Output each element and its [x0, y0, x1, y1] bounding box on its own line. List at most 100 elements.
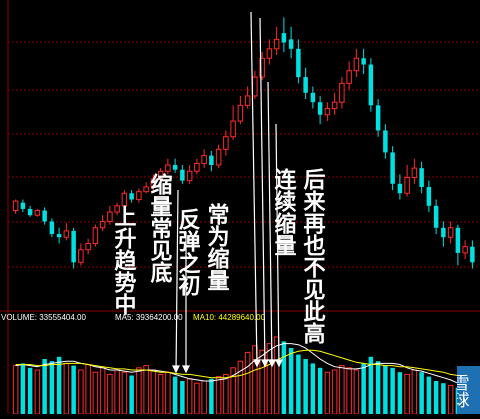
volume-bar-down — [296, 354, 301, 414]
candle-body-up — [215, 148, 222, 166]
volume-bar-up — [331, 369, 338, 414]
candle-body-up — [237, 104, 244, 122]
annotation-often-shrinking: 常为缩量 — [205, 202, 230, 291]
candle-body-up — [259, 57, 265, 78]
candle-body-up — [346, 70, 352, 84]
volume-bar-up — [237, 360, 244, 414]
candle-body-down — [129, 193, 134, 200]
candle-body-up — [92, 227, 99, 244]
candle-body-down — [455, 227, 461, 253]
volume-bar-down — [209, 378, 214, 414]
volume-bar-down — [180, 381, 185, 414]
annotation-arrow — [267, 81, 273, 367]
candle-body-down — [42, 210, 47, 222]
volume-legend: VOLUME: 33555404.00 MA5: 39364200.00 MA1… — [1, 313, 266, 322]
volume-bar-up — [186, 378, 193, 414]
candle-body-up — [244, 95, 251, 106]
candle-body-up — [186, 170, 193, 182]
volume-bar-up — [63, 362, 70, 414]
candle-body-up — [78, 249, 84, 263]
annotation-never-again-high: 后来再也不见此高 — [301, 168, 327, 344]
candle-body-up — [85, 242, 91, 251]
volume-label: VOLUME: 33555404.00 — [1, 313, 86, 322]
volume-bar-down — [441, 383, 446, 414]
candle-body-down — [56, 234, 62, 238]
candle-body-up — [194, 162, 200, 172]
candle-body-down — [397, 183, 403, 194]
candle-body-down — [20, 202, 26, 209]
volume-bar-up — [12, 365, 19, 414]
candle-body-up — [411, 167, 418, 179]
volume-bar-up — [107, 373, 113, 414]
candle-body-down — [426, 186, 432, 206]
volume-bar-down — [390, 367, 395, 414]
ma10-line — [15, 349, 473, 381]
volume-bar-up — [143, 365, 149, 414]
candle-body-down — [288, 39, 294, 49]
candle-body-up — [157, 170, 164, 180]
volume-bar-up — [114, 369, 120, 414]
volume-bar-down — [288, 348, 294, 414]
volume-bar-up — [324, 371, 331, 414]
candle-body-up — [107, 211, 113, 223]
annotation-arrow-head — [268, 359, 276, 368]
candle-body-down — [71, 230, 76, 263]
annotation-arrow-head — [172, 365, 180, 374]
volume-bar-down — [368, 356, 374, 414]
candle-body-up — [201, 155, 207, 164]
candle-body-up — [230, 120, 236, 138]
volume-bar-up — [157, 373, 164, 414]
volume-bar-up — [78, 369, 84, 414]
candle-body-up — [114, 205, 120, 213]
candle-body-up — [353, 57, 360, 72]
annotation-uptrend: 上升趋势中 — [112, 205, 137, 315]
volume-bar-up — [244, 351, 251, 414]
candle-body-up — [404, 177, 410, 194]
annotation-arrow — [275, 123, 280, 367]
volume-bar-up — [266, 343, 273, 414]
volume-bar-up — [194, 382, 200, 414]
annotation-arrows — [172, 11, 283, 374]
candle-body-up — [165, 164, 171, 172]
candle-body-up — [63, 230, 70, 238]
volume-bar-up — [273, 336, 280, 414]
candle-body-down — [390, 152, 395, 184]
candlestick-series — [12, 17, 475, 269]
volume-bar-down — [419, 372, 424, 414]
volume-bar-down — [361, 363, 366, 414]
volume-bar-down — [71, 365, 76, 414]
annotation-arrow — [259, 17, 266, 367]
volume-bar-down — [397, 372, 403, 414]
volume-bar-up — [215, 376, 222, 414]
volume-bar-up — [92, 371, 99, 414]
candle-body-up — [12, 200, 19, 212]
annotation-arrow-head — [275, 359, 283, 368]
candle-body-up — [447, 227, 454, 238]
volume-series — [12, 336, 475, 414]
candle-body-down — [180, 169, 185, 181]
candle-body-down — [419, 168, 424, 187]
moving-average-lines — [15, 343, 473, 389]
candle-body-up — [143, 186, 149, 193]
volume-bar-up — [136, 367, 142, 414]
candle-body-up — [331, 101, 338, 109]
volume-bar-up — [85, 364, 91, 414]
volume-bar-up — [447, 384, 454, 414]
candle-body-down — [172, 164, 178, 170]
candle-body-down — [49, 221, 55, 235]
candle-body-up — [150, 178, 157, 188]
annotation-arrow-head — [182, 365, 190, 374]
annotations: 上升趋势中 缩量常见底 反弹之初 常为缩量 连续缩量 后来再也不见此高 — [112, 167, 327, 344]
volume-bar-up — [223, 373, 229, 414]
volume-bar-up — [339, 365, 345, 414]
watermark-text: 雪球 — [457, 374, 469, 408]
volume-bar-down — [56, 356, 62, 414]
candle-body-down — [433, 205, 439, 228]
annotation-continuous-shrinking: 连续缩量 — [272, 167, 297, 256]
candle-body-down — [27, 208, 33, 216]
candle-body-down — [310, 92, 316, 103]
candle-body-up — [462, 246, 468, 254]
volume-bar-down — [49, 361, 55, 414]
volume-bar-up — [404, 373, 410, 414]
